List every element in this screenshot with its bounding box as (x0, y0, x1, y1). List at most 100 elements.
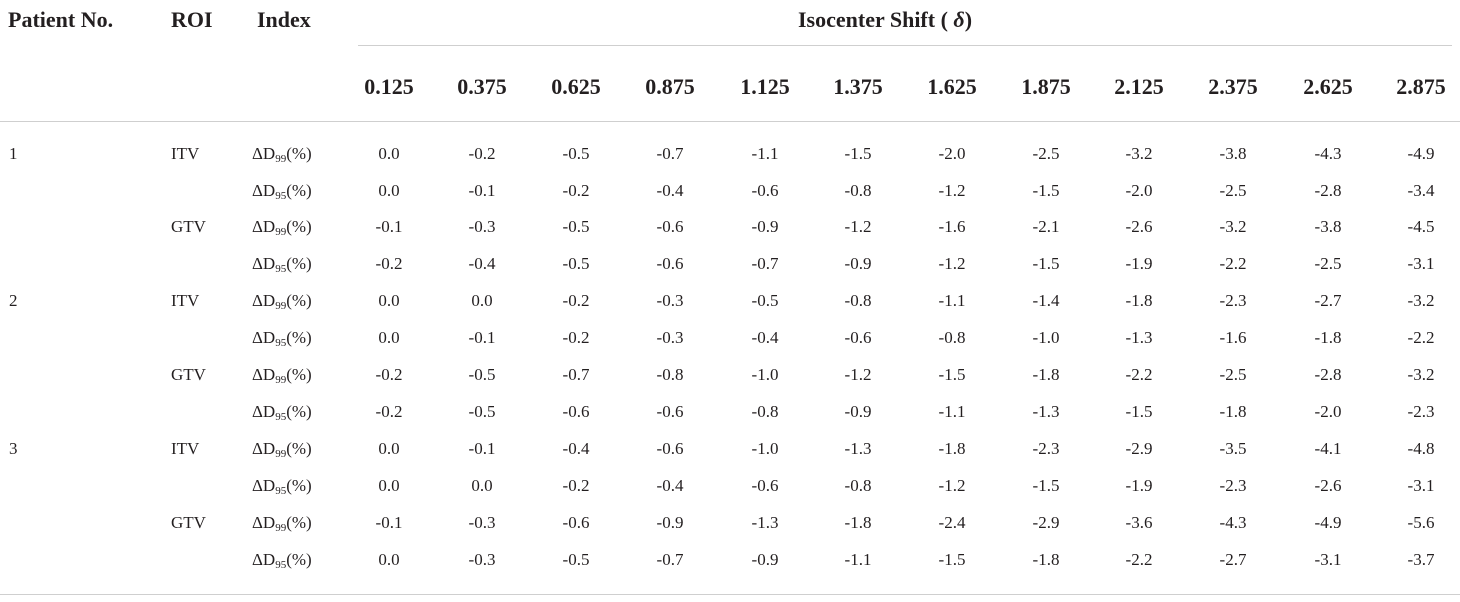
value-cell: -1.0 (751, 439, 779, 458)
value-cell: -3.1 (1314, 550, 1342, 569)
roi-cell: GTV (171, 513, 206, 532)
index-cell: ΔD95(%) (252, 327, 312, 349)
value-cell: -3.6 (1125, 513, 1153, 532)
value-cell: -1.9 (1125, 254, 1153, 273)
value-cell: -4.3 (1314, 144, 1342, 163)
value-cell: -0.3 (468, 550, 496, 569)
index-unit: (%) (286, 550, 312, 569)
value-cell: -1.5 (1125, 402, 1153, 421)
isocenter-shift-close: ) (964, 7, 973, 32)
value-cell: -0.8 (844, 181, 872, 200)
table-bottom-rule (0, 594, 1460, 595)
value-cell: -1.1 (938, 402, 966, 421)
value-cell: -1.5 (1032, 476, 1060, 495)
shift-header-cell: 1.875 (1021, 74, 1071, 99)
value-cell: -3.1 (1407, 254, 1435, 273)
value-cell: -0.8 (751, 402, 779, 421)
value-cell: 0.0 (378, 439, 400, 458)
index-cell: ΔD99(%) (252, 216, 312, 238)
value-cell: -1.8 (1125, 291, 1153, 310)
value-cell: -0.1 (375, 513, 403, 532)
value-cell: -0.4 (656, 181, 684, 200)
value-cell: -1.5 (1032, 181, 1060, 200)
value-cell: -0.5 (562, 144, 590, 163)
value-cell: -0.4 (468, 254, 496, 273)
value-cell: -0.7 (656, 550, 684, 569)
value-cell: -3.2 (1407, 291, 1435, 310)
value-cell: -0.1 (468, 181, 496, 200)
value-cell: -3.7 (1407, 550, 1435, 569)
value-cell: -0.4 (562, 439, 590, 458)
value-cell: -2.2 (1219, 254, 1247, 273)
header-bottom-rule (0, 121, 1460, 122)
value-cell: -2.5 (1032, 144, 1060, 163)
value-cell: -1.8 (1314, 328, 1342, 347)
index-cell: ΔD95(%) (252, 401, 312, 423)
value-cell: -0.5 (562, 550, 590, 569)
shift-header-cell: 1.125 (740, 74, 790, 99)
roi-cell: ITV (171, 291, 200, 310)
value-cell: -1.2 (938, 254, 966, 273)
value-cell: -0.1 (468, 328, 496, 347)
value-cell: -0.9 (751, 550, 779, 569)
index-cell: ΔD95(%) (252, 475, 312, 497)
value-cell: -0.2 (562, 181, 590, 200)
index-symbol: ΔD (252, 291, 276, 310)
value-cell: -1.2 (938, 181, 966, 200)
value-cell: -2.8 (1314, 181, 1342, 200)
value-cell: -0.1 (375, 217, 403, 236)
value-cell: -2.0 (1125, 181, 1153, 200)
value-cell: -0.8 (844, 291, 872, 310)
value-cell: -0.1 (468, 439, 496, 458)
value-cell: -0.2 (562, 328, 590, 347)
shift-header-cell: 0.875 (645, 74, 695, 99)
shift-header-cell: 0.625 (551, 74, 601, 99)
header-roi: ROI (171, 7, 213, 32)
index-unit: (%) (286, 254, 312, 273)
value-cell: -0.5 (468, 402, 496, 421)
value-cell: -2.7 (1219, 550, 1247, 569)
delta-symbol: δ (953, 7, 965, 32)
value-cell: -2.2 (1125, 550, 1153, 569)
value-cell: -3.2 (1407, 365, 1435, 384)
value-cell: 0.0 (471, 291, 493, 310)
index-symbol: ΔD (252, 328, 276, 347)
value-cell: -1.5 (938, 365, 966, 384)
value-cell: -1.3 (1032, 402, 1060, 421)
value-cell: -0.2 (468, 144, 496, 163)
value-cell: -1.2 (844, 217, 872, 236)
value-cell: -1.5 (938, 550, 966, 569)
value-cell: -2.2 (1125, 365, 1153, 384)
value-cell: -0.8 (938, 328, 966, 347)
value-cell: -5.6 (1407, 513, 1435, 532)
shift-header-cell: 2.375 (1208, 74, 1258, 99)
value-cell: -2.5 (1219, 181, 1247, 200)
value-cell: -2.7 (1314, 291, 1342, 310)
value-cell: -3.1 (1407, 476, 1435, 495)
value-cell: -0.8 (844, 476, 872, 495)
value-cell: -1.1 (751, 144, 779, 163)
value-cell: -1.8 (938, 439, 966, 458)
value-cell: -1.8 (1219, 402, 1247, 421)
index-unit: (%) (286, 513, 312, 532)
index-subscript: 95 (275, 485, 287, 497)
index-symbol: ΔD (252, 217, 276, 236)
index-subscript: 95 (275, 190, 287, 202)
value-cell: -0.9 (844, 254, 872, 273)
value-cell: -0.6 (562, 402, 590, 421)
value-cell: -0.6 (656, 217, 684, 236)
index-subscript: 95 (275, 559, 287, 571)
value-cell: 0.0 (378, 328, 400, 347)
value-cell: -0.7 (656, 144, 684, 163)
index-subscript: 95 (275, 411, 287, 423)
index-cell: ΔD99(%) (252, 512, 312, 534)
value-cell: -2.6 (1125, 217, 1153, 236)
value-cell: -3.2 (1219, 217, 1247, 236)
value-cell: -0.3 (468, 513, 496, 532)
value-cell: -2.3 (1407, 402, 1435, 421)
value-cell: -1.6 (938, 217, 966, 236)
index-unit: (%) (286, 181, 312, 200)
value-cell: -4.1 (1314, 439, 1342, 458)
value-cell: -1.8 (844, 513, 872, 532)
value-cell: 0.0 (378, 291, 400, 310)
